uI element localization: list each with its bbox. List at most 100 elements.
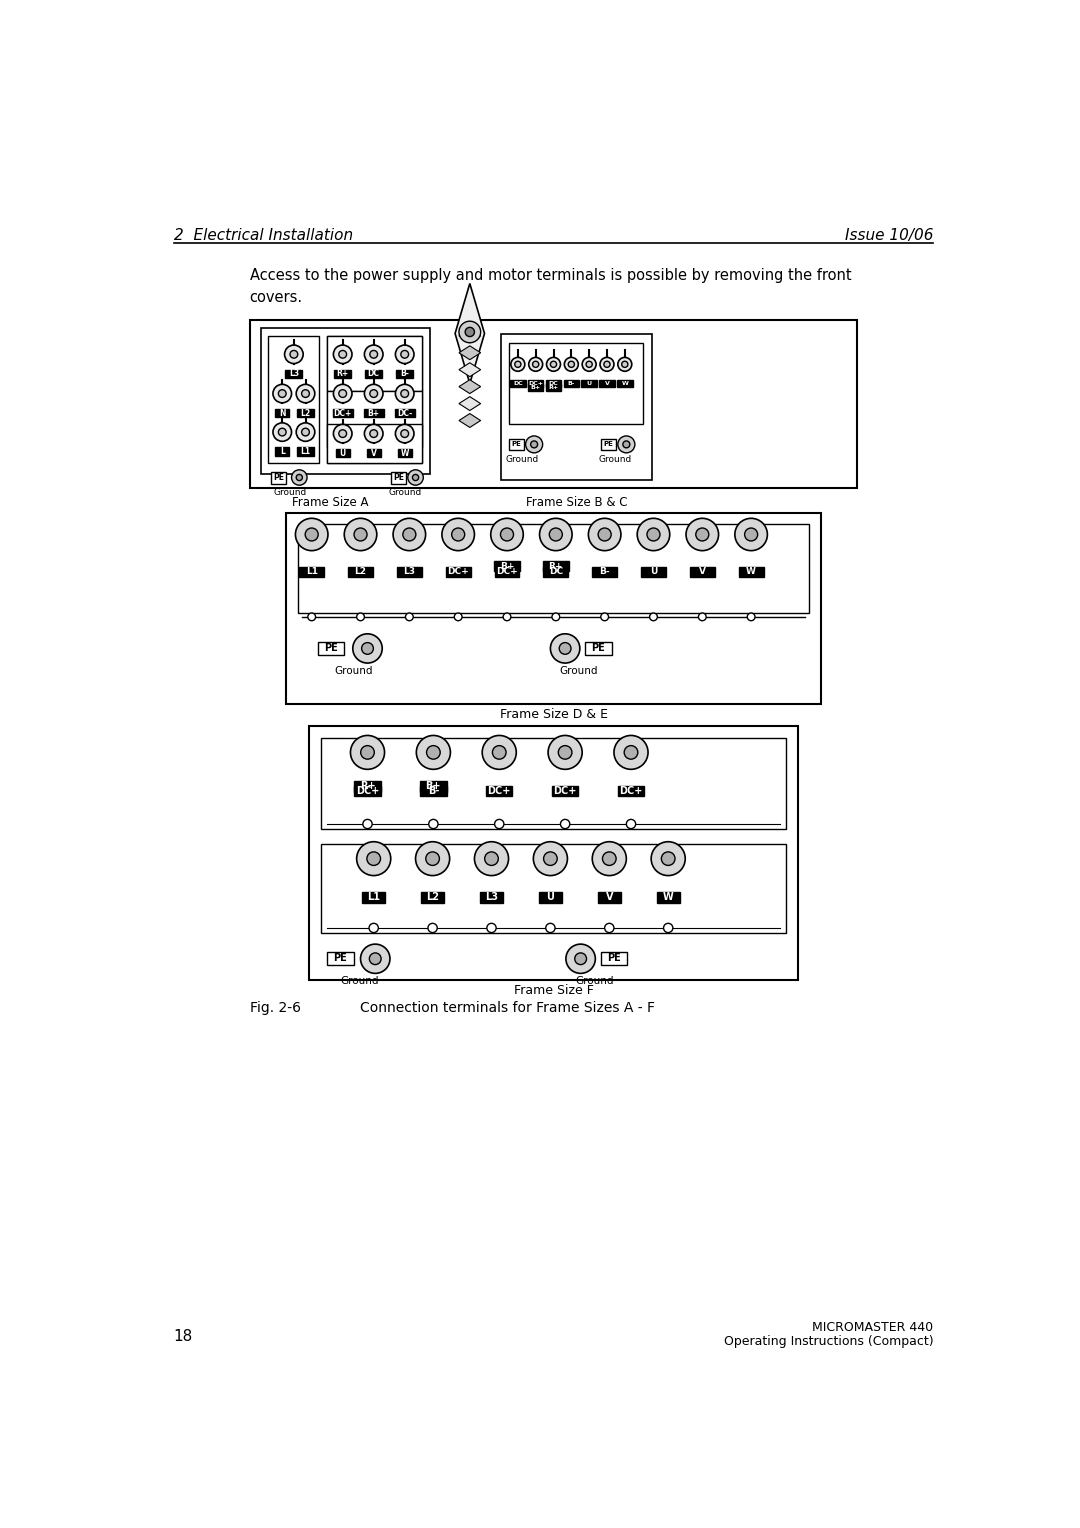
Circle shape xyxy=(451,529,464,541)
Circle shape xyxy=(395,345,414,364)
Polygon shape xyxy=(459,329,481,342)
Text: DC+: DC+ xyxy=(553,785,577,796)
Text: L1: L1 xyxy=(306,567,318,576)
Text: L3: L3 xyxy=(485,892,498,902)
Circle shape xyxy=(532,361,539,367)
Bar xyxy=(334,370,351,377)
Bar xyxy=(494,561,521,571)
Text: PE: PE xyxy=(607,953,621,963)
Bar xyxy=(394,410,415,417)
Circle shape xyxy=(624,746,638,759)
Bar xyxy=(271,472,286,484)
Circle shape xyxy=(291,350,298,358)
Text: MICROMASTER 440: MICROMASTER 440 xyxy=(812,1322,933,1334)
Text: B+: B+ xyxy=(426,781,441,792)
Text: B+: B+ xyxy=(530,385,541,390)
Bar xyxy=(597,892,621,903)
Bar xyxy=(545,384,562,391)
Circle shape xyxy=(598,529,611,541)
Text: Ground: Ground xyxy=(340,976,379,987)
Text: DC+: DC+ xyxy=(496,567,518,576)
Circle shape xyxy=(485,853,498,865)
Bar xyxy=(297,448,314,455)
Circle shape xyxy=(637,518,670,550)
Text: PE: PE xyxy=(604,442,613,448)
Text: DC: DC xyxy=(549,380,558,387)
Text: L2: L2 xyxy=(427,892,440,902)
Circle shape xyxy=(401,429,408,437)
Bar xyxy=(321,738,786,828)
Polygon shape xyxy=(459,380,481,394)
Bar xyxy=(367,449,380,457)
Circle shape xyxy=(744,529,758,541)
Circle shape xyxy=(551,361,556,367)
Polygon shape xyxy=(459,362,481,376)
Text: V: V xyxy=(370,449,377,458)
Text: L1: L1 xyxy=(367,892,380,902)
Bar xyxy=(618,785,644,796)
Circle shape xyxy=(649,613,658,620)
Text: Ground: Ground xyxy=(598,455,632,465)
Text: PE: PE xyxy=(592,643,605,652)
Circle shape xyxy=(566,944,595,973)
Circle shape xyxy=(296,518,328,550)
Circle shape xyxy=(354,529,367,541)
Text: DC+: DC+ xyxy=(334,408,352,417)
Circle shape xyxy=(651,842,685,876)
Bar xyxy=(543,567,568,578)
Text: U: U xyxy=(586,380,592,387)
Circle shape xyxy=(568,361,575,367)
Circle shape xyxy=(626,819,636,828)
Circle shape xyxy=(361,746,375,759)
Circle shape xyxy=(511,358,525,371)
Circle shape xyxy=(622,361,627,367)
Text: U: U xyxy=(650,567,657,576)
Text: B-: B- xyxy=(401,370,409,379)
Circle shape xyxy=(500,529,513,541)
Circle shape xyxy=(339,429,347,437)
Circle shape xyxy=(618,435,635,452)
Bar xyxy=(365,370,382,377)
Text: U: U xyxy=(546,892,554,902)
Bar xyxy=(275,448,289,455)
Text: B-: B- xyxy=(568,380,575,387)
Text: DC: DC xyxy=(367,370,380,379)
Circle shape xyxy=(561,819,570,828)
Bar xyxy=(397,449,411,457)
Circle shape xyxy=(600,358,613,371)
Circle shape xyxy=(339,390,347,397)
Circle shape xyxy=(603,853,616,865)
Circle shape xyxy=(403,529,416,541)
Circle shape xyxy=(548,735,582,769)
Circle shape xyxy=(495,819,504,828)
Circle shape xyxy=(747,613,755,620)
Text: PE: PE xyxy=(393,474,404,483)
Text: V: V xyxy=(606,892,613,902)
Circle shape xyxy=(529,358,542,371)
Bar xyxy=(336,449,350,457)
Circle shape xyxy=(455,613,462,620)
Circle shape xyxy=(592,842,626,876)
Circle shape xyxy=(618,358,632,371)
Text: DC+: DC+ xyxy=(355,785,379,796)
Bar xyxy=(318,642,345,654)
Polygon shape xyxy=(459,345,481,359)
Text: PE: PE xyxy=(511,442,522,448)
Bar xyxy=(495,567,519,578)
Text: W: W xyxy=(663,892,674,902)
Circle shape xyxy=(292,469,307,486)
Text: Issue 10/06: Issue 10/06 xyxy=(845,228,933,243)
Text: V: V xyxy=(699,567,706,576)
Circle shape xyxy=(534,842,567,876)
Bar xyxy=(690,567,715,578)
Circle shape xyxy=(356,613,364,620)
Circle shape xyxy=(487,923,496,932)
Circle shape xyxy=(543,853,557,865)
Circle shape xyxy=(279,390,286,397)
Bar xyxy=(420,785,446,796)
Bar xyxy=(509,439,524,449)
Bar xyxy=(299,567,324,578)
Circle shape xyxy=(474,842,509,876)
Circle shape xyxy=(369,953,381,964)
Circle shape xyxy=(503,613,511,620)
